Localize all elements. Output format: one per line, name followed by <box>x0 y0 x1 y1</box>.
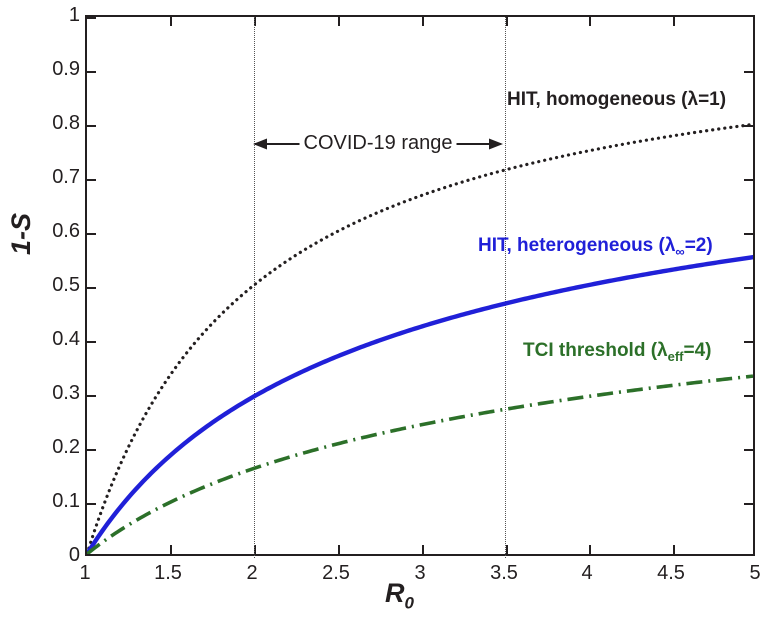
x-tick-mark-top <box>254 17 256 26</box>
y-tick-label: 0.6 <box>52 220 80 242</box>
x-axis-title-main: R <box>385 578 405 608</box>
x-tick-label: 3 <box>414 562 426 584</box>
y-tick-mark <box>87 233 96 235</box>
x-tick-mark <box>170 545 172 554</box>
x-tick-mark <box>673 545 675 554</box>
label-hit-heterogeneous: HIT, heterogeneous (λ∞=2) <box>478 236 713 262</box>
x-tick-mark-top <box>589 17 591 26</box>
reference-line-r0-3p5 <box>505 17 506 558</box>
x-tick-mark <box>254 545 256 554</box>
x-tick-mark-top <box>170 17 172 26</box>
x-tick-label: 4 <box>581 562 593 584</box>
label-hit-homogeneous: HIT, homogeneous (λ=1) <box>507 89 727 110</box>
y-tick-mark <box>87 179 96 181</box>
y-tick-label: 0.7 <box>52 166 80 188</box>
label-tci-threshold: TCI threshold (λeff=4) <box>523 341 712 367</box>
y-tick-label: 0.4 <box>52 328 80 350</box>
y-tick-mark-right <box>744 449 753 451</box>
plot-area <box>85 15 755 558</box>
label-hit-heterogeneous-suffix: =2) <box>684 235 713 256</box>
curve-hit-homogeneous <box>87 122 753 554</box>
x-tick-label: 4.5 <box>657 562 685 584</box>
y-tick-label: 1 <box>68 4 80 26</box>
label-tci-prefix: TCI threshold (λ <box>523 340 668 361</box>
y-tick-mark <box>87 287 96 289</box>
y-tick-mark-right <box>744 71 753 73</box>
x-tick-mark-top <box>673 17 675 26</box>
x-tick-mark <box>338 545 340 554</box>
y-tick-mark <box>87 17 96 19</box>
y-tick-mark-right <box>744 341 753 343</box>
x-tick-label: 1.5 <box>154 562 182 584</box>
y-tick-label: 0.2 <box>52 436 80 458</box>
curve-hit-heterogeneous <box>87 254 753 554</box>
label-tci-suffix: =4) <box>683 340 712 361</box>
y-tick-mark-right <box>744 395 753 397</box>
y-tick-label: 0.1 <box>52 490 80 512</box>
y-tick-mark <box>87 395 96 397</box>
y-tick-mark-right <box>744 287 753 289</box>
y-tick-mark <box>87 341 96 343</box>
y-tick-mark <box>87 503 96 505</box>
covid-range-label: COVID-19 range <box>299 131 457 155</box>
curve-canvas <box>87 122 753 554</box>
x-tick-mark <box>506 545 508 554</box>
y-axis-title: 1-S <box>6 212 36 255</box>
y-tick-mark <box>87 71 96 73</box>
x-tick-mark-top <box>422 17 424 26</box>
x-tick-mark-top <box>506 17 508 26</box>
label-hit-heterogeneous-subscript: ∞ <box>675 243 685 259</box>
reference-line-r0-2 <box>254 17 255 558</box>
x-tick-label: 2.5 <box>322 562 350 584</box>
x-tick-mark-top <box>338 17 340 26</box>
x-tick-label: 3.5 <box>490 562 518 584</box>
x-axis-title: R0 <box>385 578 414 613</box>
covid-range-annotation: COVID-19 range <box>252 131 504 157</box>
x-axis-title-subscript: 0 <box>404 593 414 613</box>
y-tick-mark-right <box>744 233 753 235</box>
y-tick-label: 0 <box>68 544 80 566</box>
y-tick-label: 0.8 <box>52 112 80 134</box>
y-tick-label: 0.5 <box>52 274 80 296</box>
label-tci-subscript: eff <box>667 348 684 364</box>
curve-tci-threshold <box>87 374 753 554</box>
x-tick-label: 1 <box>79 562 91 584</box>
x-tick-label: 2 <box>246 562 258 584</box>
x-tick-mark <box>422 545 424 554</box>
x-tick-label: 5 <box>749 562 761 584</box>
y-tick-mark-right <box>744 503 753 505</box>
y-tick-label: 0.3 <box>52 382 80 404</box>
y-tick-mark <box>87 449 96 451</box>
label-hit-heterogeneous-prefix: HIT, heterogeneous (λ <box>478 235 676 256</box>
y-tick-mark <box>87 125 96 127</box>
x-tick-mark <box>589 545 591 554</box>
y-tick-mark-right <box>744 179 753 181</box>
y-tick-label: 0.9 <box>52 58 80 80</box>
